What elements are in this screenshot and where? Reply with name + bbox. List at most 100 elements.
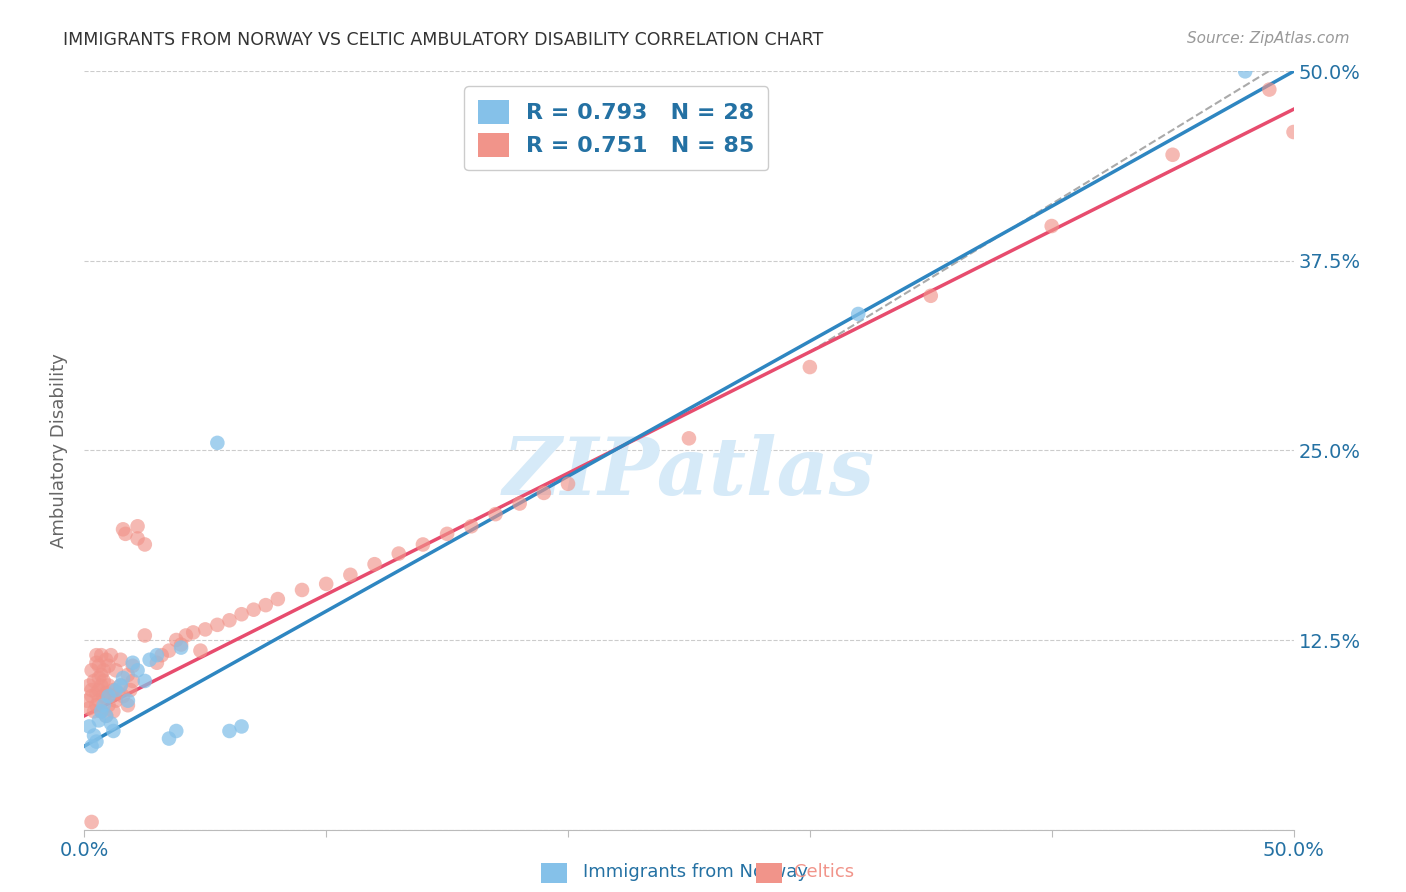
Point	[1040, 219, 1063, 233]
Text: ZIPatlas: ZIPatlas	[503, 434, 875, 512]
Point	[86, 734, 108, 748]
Point	[112, 671, 135, 685]
Point	[218, 724, 240, 739]
Point	[170, 638, 193, 652]
Point	[94, 708, 117, 723]
Point	[134, 537, 156, 551]
Point	[100, 648, 122, 662]
Point	[87, 671, 110, 685]
Point	[103, 724, 125, 739]
Point	[846, 307, 869, 321]
Point	[90, 704, 112, 718]
Point	[87, 694, 110, 708]
Point	[110, 653, 132, 667]
Point	[77, 719, 100, 733]
Point	[127, 532, 149, 546]
Point	[207, 436, 229, 450]
Point	[190, 643, 212, 657]
Point	[104, 683, 127, 698]
Point	[86, 686, 108, 700]
Point	[103, 704, 125, 718]
Point	[90, 648, 112, 662]
Text: Source: ZipAtlas.com: Source: ZipAtlas.com	[1187, 31, 1350, 46]
Text: Celtics: Celtics	[794, 863, 855, 881]
Point	[107, 686, 129, 700]
Point	[80, 664, 103, 678]
Point	[165, 724, 187, 739]
Point	[110, 678, 132, 692]
Point	[117, 698, 139, 713]
Point	[484, 507, 506, 521]
Point	[799, 359, 821, 375]
Point	[121, 656, 143, 670]
Point	[87, 714, 110, 728]
Legend: R = 0.793   N = 28, R = 0.751   N = 85: R = 0.793 N = 28, R = 0.751 N = 85	[464, 87, 768, 170]
Point	[218, 613, 240, 627]
Point	[93, 698, 115, 713]
Point	[412, 537, 434, 551]
Point	[87, 658, 110, 673]
Point	[83, 673, 105, 688]
Point	[94, 653, 117, 667]
Point	[97, 698, 120, 713]
Point	[1161, 148, 1184, 162]
Point	[110, 678, 132, 692]
Point	[127, 664, 149, 678]
Point	[97, 689, 120, 703]
Point	[157, 731, 180, 746]
Point	[134, 673, 156, 688]
Point	[146, 648, 169, 662]
Point	[77, 678, 100, 692]
Point	[100, 716, 122, 731]
Point	[112, 689, 135, 703]
Point	[231, 607, 253, 622]
Point	[207, 617, 229, 632]
Point	[174, 628, 197, 642]
Point	[90, 704, 112, 718]
Point	[93, 664, 115, 678]
Point	[83, 729, 105, 743]
Point	[315, 577, 337, 591]
Point	[90, 678, 112, 692]
Point	[460, 519, 482, 533]
Point	[121, 673, 143, 688]
Point	[93, 689, 115, 703]
Point	[254, 598, 277, 612]
Point	[94, 686, 117, 700]
Point	[80, 683, 103, 698]
Point	[231, 719, 253, 733]
Point	[80, 815, 103, 830]
Point	[157, 643, 180, 657]
Point	[97, 678, 120, 692]
Point	[267, 592, 290, 607]
Point	[170, 640, 193, 655]
Point	[76, 694, 98, 708]
Point	[678, 431, 700, 445]
Point	[97, 658, 120, 673]
Point	[87, 683, 110, 698]
Point	[1234, 64, 1257, 78]
Point	[388, 547, 411, 561]
Point	[436, 526, 458, 541]
Point	[104, 664, 127, 678]
Point	[1282, 125, 1305, 139]
Point	[112, 522, 135, 536]
Point	[93, 673, 115, 688]
Point	[80, 739, 103, 753]
Point	[86, 698, 108, 713]
Point	[242, 603, 264, 617]
Point	[83, 704, 105, 718]
Point	[165, 633, 187, 648]
Point	[194, 623, 217, 637]
Point	[291, 582, 314, 597]
Point	[86, 656, 108, 670]
Point	[509, 496, 531, 510]
Point	[363, 557, 385, 572]
Point	[104, 694, 127, 708]
Point	[339, 567, 361, 582]
Point	[100, 689, 122, 703]
Point	[146, 656, 169, 670]
Point	[533, 486, 555, 500]
Point	[138, 653, 160, 667]
Point	[150, 648, 173, 662]
